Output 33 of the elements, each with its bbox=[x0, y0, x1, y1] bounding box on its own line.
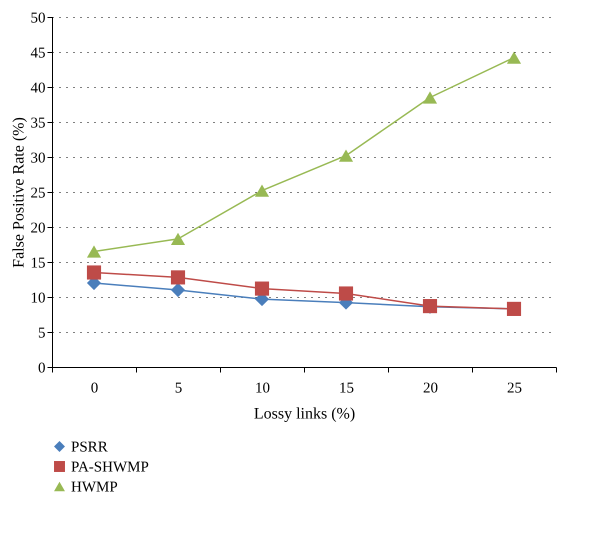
y-tick-label: 5 bbox=[38, 326, 46, 342]
point bbox=[254, 184, 270, 197]
point bbox=[170, 270, 186, 284]
y-tick-label: 25 bbox=[30, 186, 46, 202]
point bbox=[170, 282, 186, 298]
y-tick-label: 0 bbox=[38, 360, 46, 376]
x-tick-label: 15 bbox=[339, 380, 354, 396]
x-tick-label: 0 bbox=[90, 380, 98, 396]
y-tick-label: 50 bbox=[30, 10, 46, 26]
y-tick-label: 15 bbox=[30, 256, 46, 272]
point bbox=[338, 286, 354, 301]
y-tick-label: 35 bbox=[30, 116, 46, 132]
point bbox=[338, 149, 354, 162]
point bbox=[86, 265, 102, 280]
point bbox=[506, 51, 522, 64]
point bbox=[86, 245, 102, 258]
point bbox=[254, 282, 270, 296]
x-tick-label: 25 bbox=[507, 380, 522, 396]
y-axis-title: False Positive Rate (%) bbox=[10, 117, 28, 268]
y-tick-label: 20 bbox=[30, 220, 46, 236]
x-tick-label: 20 bbox=[423, 380, 438, 396]
legend-label: PA-SHWMP bbox=[71, 460, 149, 476]
y-tick-label: 40 bbox=[30, 80, 46, 96]
legend-label: HWMP bbox=[71, 480, 118, 496]
y-tick-label: 45 bbox=[30, 46, 46, 62]
legend-label: PSRR bbox=[71, 440, 108, 456]
point bbox=[170, 232, 186, 246]
point bbox=[422, 91, 438, 104]
x-tick-label: 5 bbox=[174, 380, 182, 396]
x-tick-label: 10 bbox=[255, 380, 270, 396]
y-tick-label: 30 bbox=[30, 150, 46, 166]
y-tick-label: 10 bbox=[30, 290, 46, 306]
x-axis-title: Lossy links (%) bbox=[254, 406, 356, 422]
